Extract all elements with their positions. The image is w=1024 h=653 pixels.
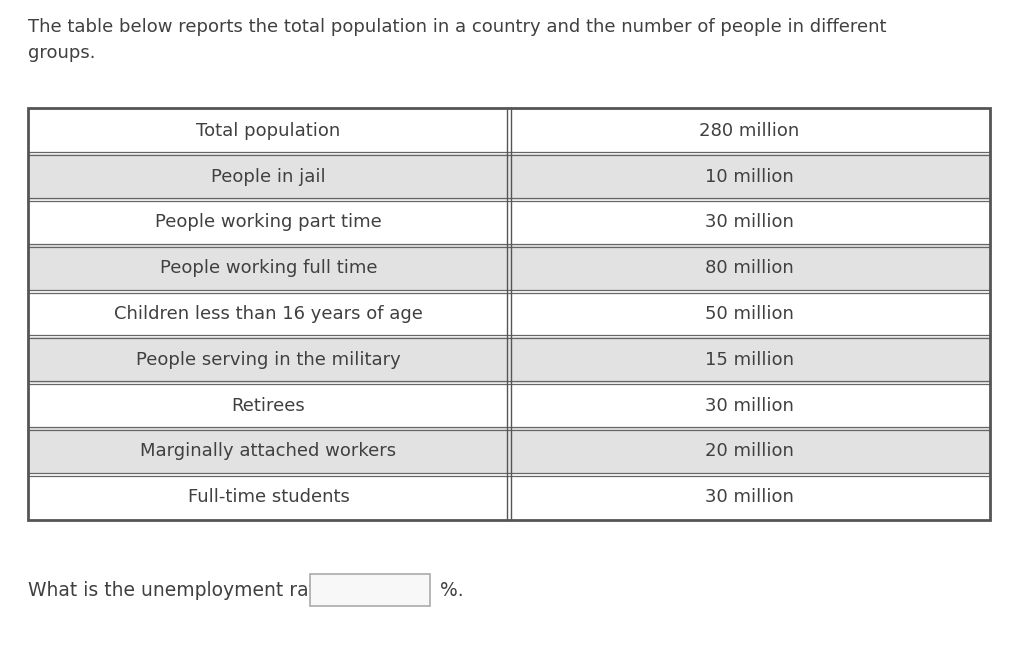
Text: 30 million: 30 million [706, 396, 794, 415]
Bar [28, 383, 509, 428]
Text: 15 million: 15 million [705, 351, 794, 369]
Text: People in jail: People in jail [211, 168, 326, 185]
Bar [28, 108, 509, 153]
Bar [28, 428, 509, 474]
Text: People serving in the military: People serving in the military [136, 351, 400, 369]
Bar [509, 108, 990, 153]
Bar [509, 383, 990, 428]
Bar [509, 337, 990, 383]
Bar [28, 108, 990, 520]
Text: 80 million: 80 million [706, 259, 794, 278]
Text: People working part time: People working part time [155, 214, 382, 231]
Text: Marginally attached workers: Marginally attached workers [140, 442, 396, 460]
Text: 280 million: 280 million [699, 122, 800, 140]
Bar [28, 337, 509, 383]
Bar [28, 246, 509, 291]
Text: Retirees: Retirees [231, 396, 305, 415]
Text: The table below reports the total population in a country and the number of peop: The table below reports the total popula… [28, 18, 887, 63]
Bar [509, 474, 990, 520]
Bar [509, 246, 990, 291]
Bar [28, 291, 509, 337]
Text: 20 million: 20 million [706, 442, 794, 460]
Text: People working full time: People working full time [160, 259, 377, 278]
Text: Full-time students: Full-time students [187, 488, 349, 506]
Text: 10 million: 10 million [706, 168, 794, 185]
Bar [509, 291, 990, 337]
Bar [28, 474, 509, 520]
Text: 30 million: 30 million [706, 488, 794, 506]
Bar [28, 200, 509, 246]
Text: What is the unemployment rate?: What is the unemployment rate? [28, 581, 338, 599]
Text: Children less than 16 years of age: Children less than 16 years of age [114, 305, 423, 323]
Bar [310, 574, 430, 606]
Text: Total population: Total population [197, 122, 341, 140]
Bar [509, 428, 990, 474]
Bar [509, 200, 990, 246]
Bar [509, 153, 990, 200]
Text: 50 million: 50 million [706, 305, 794, 323]
Text: %.: %. [440, 581, 464, 599]
Text: 30 million: 30 million [706, 214, 794, 231]
Bar [28, 153, 509, 200]
